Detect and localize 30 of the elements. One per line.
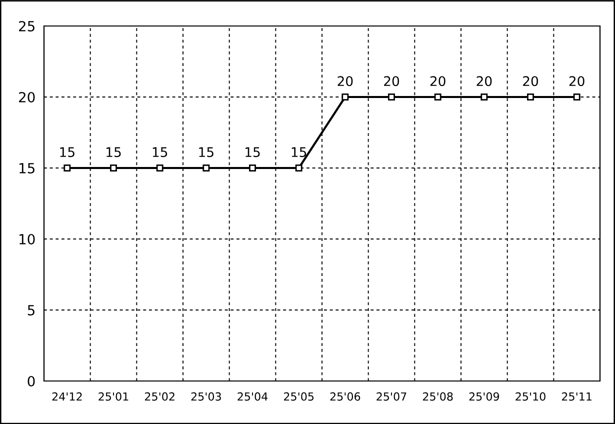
data-label: 20 [384,76,400,86]
data-label: 20 [338,76,353,86]
x-tick-label: 25'11 [562,392,592,401]
data-label: 15 [199,147,214,158]
data-label: 15 [106,147,121,158]
x-tick-label: 25'02 [144,392,174,401]
y-tick-label: 25 [19,20,34,32]
data-label: 20 [523,76,538,86]
data-label: 15 [246,147,260,158]
y-tick-label: 5 [28,305,34,316]
x-tick-label: 25'06 [330,392,360,401]
data-label: 15 [292,147,306,158]
data-label: 15 [152,147,168,158]
x-tick-label: 25'04 [238,392,268,401]
x-tick-label: 25'10 [516,392,546,401]
data-label: 20 [430,76,446,86]
data-label: 15 [60,147,74,158]
x-tick-label: 25'01 [98,392,128,401]
x-tick-label: 25'03 [191,392,221,401]
data-label: 20 [476,76,492,86]
x-tick-label: 25'09 [469,392,500,401]
x-tick-label: 25'05 [284,392,314,401]
x-tick-label: 24'12 [52,392,82,401]
y-tick-label: 10 [20,234,35,244]
data-label: 20 [569,76,584,86]
y-tick-label: 0 [28,376,35,386]
y-tick-label: 15 [20,163,34,174]
x-tick-label: 25'08 [422,392,453,401]
x-tick-label: 25'07 [376,392,406,401]
y-tick-label: 20 [19,92,35,102]
